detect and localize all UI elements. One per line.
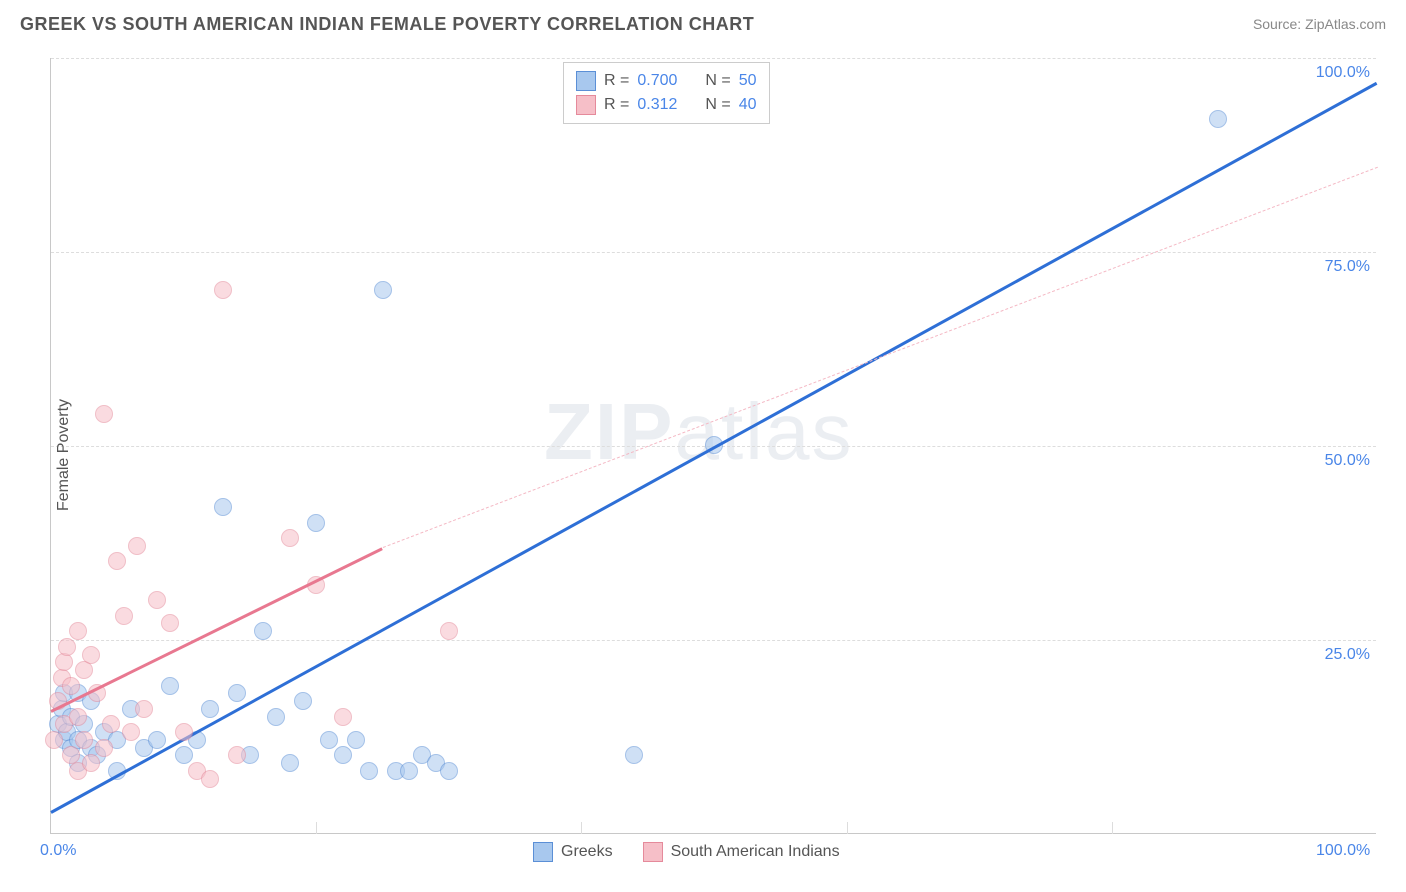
scatter-point	[347, 731, 365, 749]
scatter-point	[95, 405, 113, 423]
legend-r-label: R =	[604, 72, 629, 90]
legend-swatch	[533, 842, 553, 862]
title-bar: GREEK VS SOUTH AMERICAN INDIAN FEMALE PO…	[0, 0, 1406, 48]
scatter-point	[75, 661, 93, 679]
scatter-point	[95, 739, 113, 757]
x-tick-label: 100.0%	[1316, 842, 1370, 860]
scatter-point	[148, 731, 166, 749]
y-tick-label: 75.0%	[1325, 258, 1370, 276]
scatter-point	[115, 607, 133, 625]
legend-swatch	[643, 842, 663, 862]
trend-line	[50, 547, 383, 713]
scatter-point	[108, 552, 126, 570]
scatter-point	[175, 746, 193, 764]
legend-series-label: Greeks	[561, 843, 613, 861]
legend-correlation-row: R = 0.312 N = 40	[576, 93, 757, 117]
legend-correlation: R = 0.700 N = 50 R = 0.312 N = 40	[563, 62, 770, 124]
scatter-point	[161, 677, 179, 695]
legend-series-item: Greeks	[533, 842, 613, 862]
gridline-vertical	[1112, 822, 1113, 834]
scatter-point	[307, 514, 325, 532]
scatter-point	[440, 622, 458, 640]
scatter-point	[281, 529, 299, 547]
watermark-zip: ZIP	[544, 387, 674, 476]
gridline-horizontal	[51, 252, 1376, 253]
scatter-point	[281, 754, 299, 772]
legend-swatch	[576, 95, 596, 115]
scatter-point	[69, 622, 87, 640]
trend-line	[50, 81, 1377, 813]
source-attribution: Source: ZipAtlas.com	[1253, 16, 1386, 32]
legend-n-label: N =	[705, 72, 730, 90]
scatter-point	[334, 746, 352, 764]
plot-area: ZIPatlas 25.0% 50.0% 75.0% 100.0%	[50, 58, 1376, 834]
scatter-point	[82, 646, 100, 664]
scatter-point	[320, 731, 338, 749]
gridline-horizontal	[51, 58, 1376, 59]
legend-n-value: 40	[739, 96, 757, 114]
scatter-point	[82, 754, 100, 772]
scatter-point	[55, 653, 73, 671]
gridline-vertical	[847, 822, 848, 834]
legend-series-label: South American Indians	[671, 843, 840, 861]
legend-correlation-row: R = 0.700 N = 50	[576, 69, 757, 93]
scatter-point	[360, 762, 378, 780]
legend-series: Greeks South American Indians	[533, 842, 840, 862]
chart-container: GREEK VS SOUTH AMERICAN INDIAN FEMALE PO…	[0, 0, 1406, 892]
scatter-point	[228, 684, 246, 702]
scatter-point	[58, 638, 76, 656]
scatter-point	[75, 731, 93, 749]
scatter-point	[228, 746, 246, 764]
scatter-point	[1209, 110, 1227, 128]
watermark: ZIPatlas	[544, 386, 853, 478]
scatter-point	[334, 708, 352, 726]
trend-line	[382, 167, 1377, 548]
legend-swatch	[576, 71, 596, 91]
scatter-point	[440, 762, 458, 780]
scatter-point	[374, 281, 392, 299]
scatter-point	[102, 715, 120, 733]
y-tick-label: 25.0%	[1325, 646, 1370, 664]
scatter-point	[45, 731, 63, 749]
legend-n-label: N =	[705, 96, 730, 114]
chart-title: GREEK VS SOUTH AMERICAN INDIAN FEMALE PO…	[20, 14, 754, 35]
scatter-point	[161, 614, 179, 632]
scatter-point	[135, 700, 153, 718]
scatter-point	[267, 708, 285, 726]
scatter-point	[122, 723, 140, 741]
scatter-point	[128, 537, 146, 555]
gridline-vertical	[581, 822, 582, 834]
scatter-point	[214, 281, 232, 299]
y-axis-label: Female Poverty	[55, 399, 73, 511]
x-tick-label: 0.0%	[40, 842, 76, 860]
scatter-point	[254, 622, 272, 640]
scatter-point	[62, 677, 80, 695]
scatter-point	[201, 770, 219, 788]
legend-series-item: South American Indians	[643, 842, 840, 862]
scatter-point	[400, 762, 418, 780]
scatter-point	[214, 498, 232, 516]
legend-n-value: 50	[739, 72, 757, 90]
legend-r-label: R =	[604, 96, 629, 114]
legend-r-value: 0.312	[637, 96, 677, 114]
scatter-point	[175, 723, 193, 741]
gridline-vertical	[316, 822, 317, 834]
y-tick-label: 100.0%	[1316, 64, 1370, 82]
scatter-point	[625, 746, 643, 764]
scatter-point	[148, 591, 166, 609]
gridline-horizontal	[51, 640, 1376, 641]
y-tick-label: 50.0%	[1325, 452, 1370, 470]
legend-r-value: 0.700	[637, 72, 677, 90]
scatter-point	[201, 700, 219, 718]
scatter-point	[69, 708, 87, 726]
scatter-point	[294, 692, 312, 710]
